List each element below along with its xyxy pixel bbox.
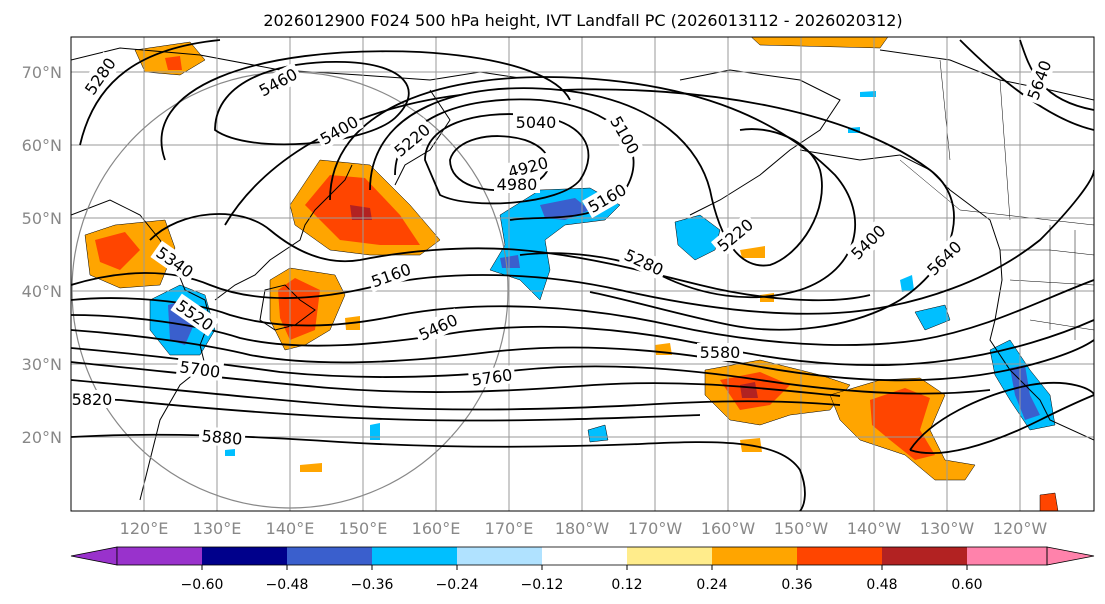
contour-label: 4980 — [497, 175, 538, 194]
colorbar-tick-label: 0.12 — [611, 577, 642, 593]
ivt-positive-region — [750, 37, 889, 49]
longitude-labels: 120°E 130°E 140°E 150°E 160°E 170°E 180°… — [120, 519, 1048, 538]
contour-line — [71, 314, 1094, 366]
ivt-negative-region — [900, 275, 914, 292]
ivt-positive-region — [95, 232, 140, 270]
contour-label: 5040 — [516, 113, 557, 132]
ivt-positive-region — [300, 463, 322, 472]
colorbar-tick-label: 0.48 — [866, 577, 897, 593]
contour-line — [71, 347, 991, 395]
contour-line — [71, 329, 1094, 382]
colorbar-tick-label: 0.24 — [696, 577, 727, 593]
lat-label: 50°N — [22, 209, 62, 228]
lon-label: 120°E — [120, 519, 169, 538]
contour-line — [424, 113, 590, 205]
coastline-asia — [71, 199, 211, 501]
lon-label: 160°W — [701, 519, 756, 538]
contour-line — [79, 39, 221, 146]
contour-line — [71, 279, 1094, 346]
ivt-positive-region — [740, 382, 758, 398]
lat-label: 20°N — [22, 428, 62, 447]
ivt-positive-region — [1039, 492, 1059, 511]
colorbar-tick-label: −0.24 — [436, 577, 479, 593]
lon-label: 130°E — [193, 519, 242, 538]
colorbar-segment — [967, 547, 1047, 565]
lat-label: 60°N — [22, 136, 62, 155]
colorbar-segment — [287, 547, 372, 565]
colorbar-tick-label: −0.36 — [351, 577, 394, 593]
contour-line — [71, 379, 841, 411]
contour-line — [369, 87, 823, 267]
contour-line — [149, 213, 871, 302]
boundary-canada-provinces — [939, 59, 1011, 221]
boundary-us-canada — [899, 159, 1094, 226]
colorbar-segment — [542, 547, 627, 565]
colorbar-tick-label: −0.60 — [181, 577, 224, 593]
lon-label: 140°E — [266, 519, 315, 538]
colorbar: −0.60 −0.48 −0.36 −0.24 −0.12 0.12 0.24 … — [70, 546, 1095, 593]
ivt-positive-region — [740, 246, 765, 258]
graticule — [71, 37, 1094, 511]
ivt-negative-region — [674, 214, 721, 261]
colorbar-segment — [372, 547, 457, 565]
ivt-negative-region — [500, 255, 520, 268]
colorbar-tick-label: −0.12 — [521, 577, 564, 593]
ivt-negative-region — [370, 423, 380, 440]
ivt-negative-region — [914, 304, 951, 331]
lon-label: 150°W — [774, 519, 829, 538]
ivt-positive-region — [870, 388, 935, 460]
colorbar-tick-label: 0.60 — [951, 577, 982, 593]
colorbar-tick-label: −0.48 — [266, 577, 309, 593]
colorbar-segment — [117, 547, 202, 565]
colorbar-extend-low — [70, 546, 118, 566]
lon-label: 150°E — [339, 519, 388, 538]
lon-label: 140°W — [847, 519, 902, 538]
height-contours — [71, 39, 1094, 511]
colorbar-segment — [712, 547, 797, 565]
contour-label: 5880 — [201, 426, 243, 448]
lon-label: 120°W — [993, 519, 1048, 538]
ivt-negative-region — [489, 187, 621, 301]
map-title: 2026012900 F024 500 hPa height, IVT Land… — [263, 11, 902, 30]
lat-label: 40°N — [22, 282, 62, 301]
contour-label: 5820 — [72, 390, 113, 409]
colorbar-segment — [202, 547, 287, 565]
ivt-negative-region — [587, 424, 609, 443]
lat-label: 70°N — [22, 63, 62, 82]
contour-label: 5580 — [700, 343, 741, 362]
ivt-negative-region — [225, 449, 235, 456]
ivt-negative-regions — [149, 91, 1056, 456]
lon-label: 180°W — [555, 519, 610, 538]
lon-label: 170°W — [628, 519, 683, 538]
contour-line — [214, 61, 410, 146]
colorbar-segment — [457, 547, 542, 565]
ivt-positive-region — [165, 56, 182, 70]
colorbar-segment — [882, 547, 967, 565]
coastline-korea-japan — [214, 164, 353, 301]
contour-line — [71, 169, 1094, 315]
colorbar-extend-high — [1046, 546, 1095, 566]
lat-label: 30°N — [22, 355, 62, 374]
colorbar-tick-label: 0.36 — [781, 577, 812, 593]
latitude-labels: 70°N 60°N 50°N 40°N 30°N 20°N — [22, 63, 62, 447]
colorbar-segment — [797, 547, 882, 565]
ivt-negative-region — [1010, 365, 1040, 420]
lon-label: 130°W — [920, 519, 975, 538]
ivt-positive-region — [350, 205, 372, 220]
colorbar-segment — [627, 547, 712, 565]
coastline-alaska — [679, 69, 901, 216]
lon-label: 160°E — [412, 519, 461, 538]
lon-label: 170°E — [485, 519, 534, 538]
ivt-negative-region — [860, 91, 876, 97]
map-frame — [70, 36, 1095, 512]
coastline-kamchatka — [394, 89, 451, 186]
boundary-states — [1000, 225, 1094, 340]
political-boundaries — [899, 59, 1094, 340]
contour-line — [909, 381, 1094, 454]
